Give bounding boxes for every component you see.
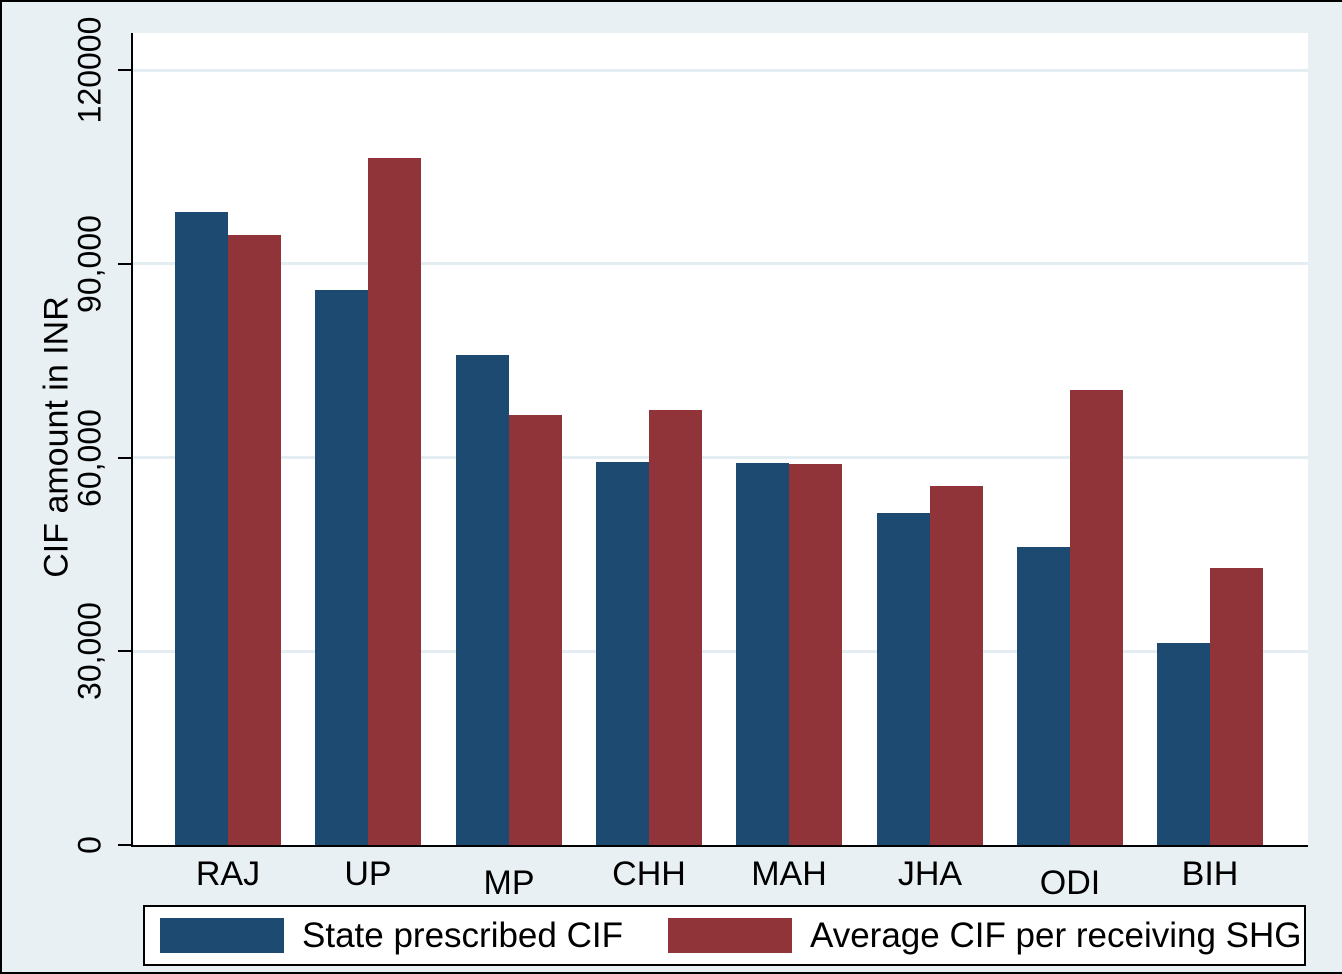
bar-mp-series-1 [509,415,562,845]
legend: State prescribed CIF Average CIF per rec… [143,905,1306,966]
x-axis-line [131,845,1308,847]
bar-chh-series-1 [649,410,702,845]
x-tick-label-mp: MP [483,864,535,902]
bar-chh-series-0 [596,462,649,845]
bar-odi-series-0 [1017,547,1070,845]
bar-jha-series-0 [877,513,930,845]
gridline-120000 [133,69,1308,72]
legend-label-average-cif-per-receiving-shg: Average CIF per receiving SHG [810,916,1302,955]
bar-raj-series-1 [228,235,281,845]
gridline-30000 [133,650,1308,653]
y-tick-label-0: 0 [71,836,108,854]
x-tick-label-up: UP [344,855,392,893]
x-tick-label-mah: MAH [751,855,827,893]
x-tick-label-odi: ODI [1039,864,1101,902]
legend-swatch-state-prescribed-cif [160,918,284,953]
x-tick-label-chh: CHH [612,855,686,893]
bar-raj-series-0 [175,212,228,845]
bar-jha-series-1 [930,486,983,845]
legend-swatch-average-cif-per-receiving-shg [668,918,792,953]
gridline-60000 [133,456,1308,459]
x-tick-label-raj: RAJ [195,855,261,893]
bar-up-series-0 [315,290,368,845]
bar-mah-series-1 [789,464,842,845]
y-axis-line [131,33,133,847]
y-tick-120000 [118,69,131,71]
x-tick-label-jha: JHA [897,855,963,893]
y-tick-label-120000: 120000 [71,16,108,124]
y-tick-30000 [118,650,131,652]
x-tick-label-bih: BIH [1181,855,1239,893]
legend-label-state-prescribed-cif: State prescribed CIF [302,916,623,955]
y-tick-60000 [118,457,131,459]
bar-up-series-1 [368,158,421,845]
y-tick-label-90000: 90,000 [71,215,108,313]
gridline-90000 [133,262,1308,265]
y-tick-90000 [118,263,131,265]
y-tick-label-60000: 60,000 [71,409,108,507]
y-tick-label-30000: 30,000 [71,602,108,700]
plot-area [133,33,1308,845]
bar-mah-series-0 [736,463,789,845]
bar-bih-series-0 [1157,643,1210,845]
bar-mp-series-0 [456,355,509,845]
y-tick-0 [118,844,131,846]
bar-odi-series-1 [1070,390,1123,845]
bar-bih-series-1 [1210,568,1263,845]
